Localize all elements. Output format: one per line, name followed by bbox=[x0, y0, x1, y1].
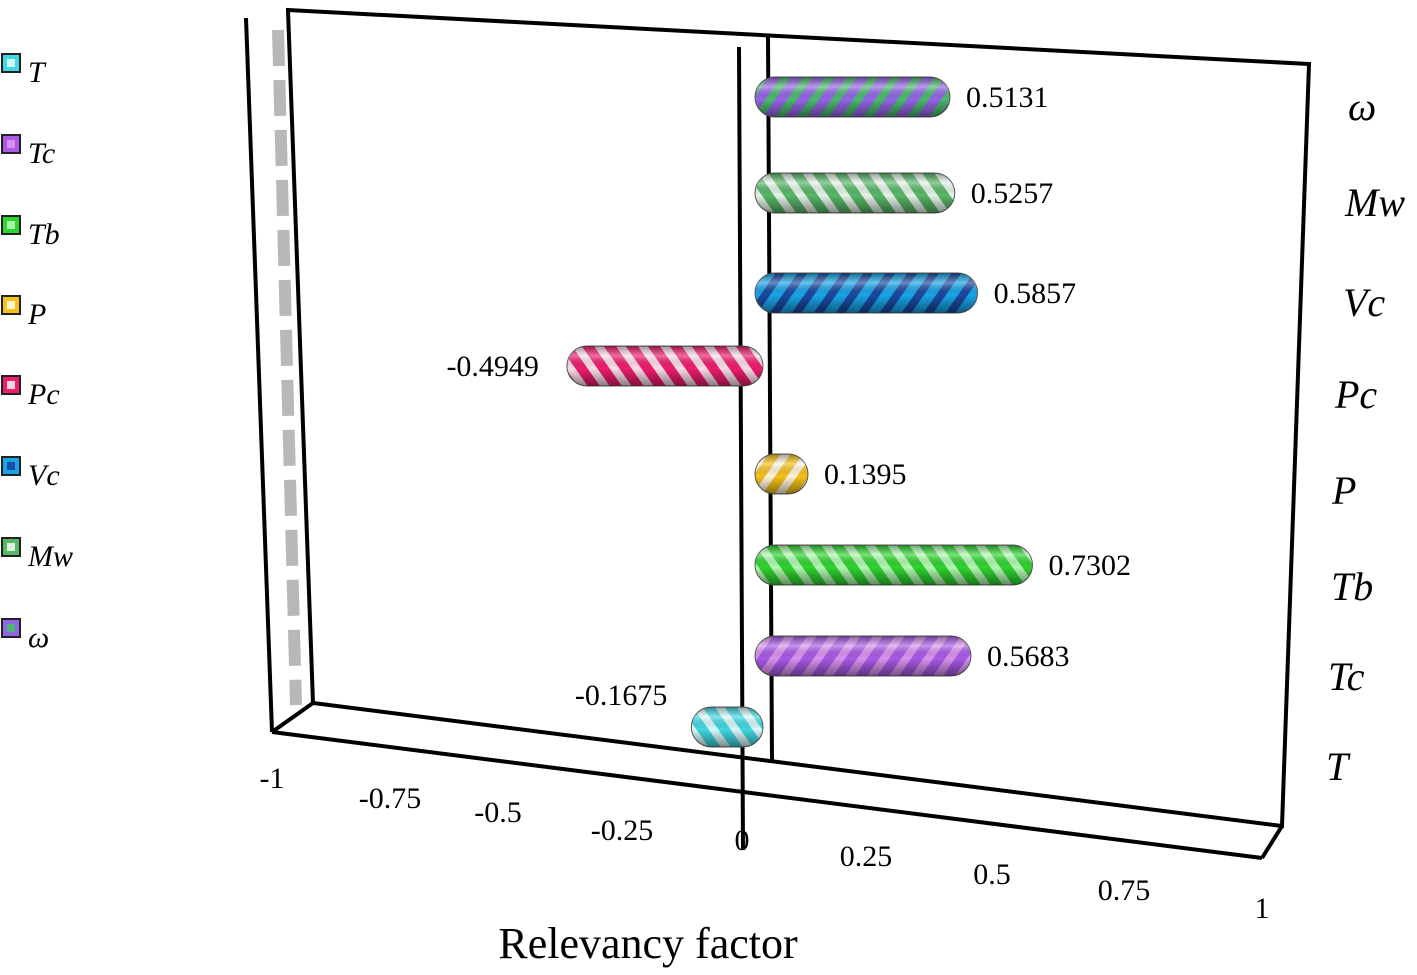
x-tick-label: -0.5 bbox=[474, 796, 522, 829]
x-tick-label: -1 bbox=[260, 762, 285, 795]
category-label-omega: ω bbox=[1348, 84, 1376, 129]
category-label-t: T bbox=[1326, 744, 1351, 789]
legend-item-tc: Tc bbox=[1, 134, 55, 170]
category-labels: T Tc Tb P Pc Vc Mw ω bbox=[1326, 84, 1405, 789]
legend-item-t: T bbox=[1, 53, 47, 89]
category-label-p: P bbox=[1331, 468, 1356, 513]
left-wall-shadow bbox=[272, 29, 302, 706]
legend-label-vc: Vc bbox=[28, 459, 60, 492]
x-tick-labels: -1 -0.75 -0.5 -0.25 0 0.25 0.5 0.75 1 bbox=[260, 762, 1270, 925]
bar-tc bbox=[754, 635, 972, 677]
legend-label-tb: Tb bbox=[28, 218, 60, 251]
value-label-tb: 0.7302 bbox=[1048, 549, 1131, 582]
chart-frame bbox=[244, 7, 1312, 860]
category-label-tc: Tc bbox=[1328, 654, 1365, 699]
value-label-mw: 0.5257 bbox=[971, 177, 1054, 210]
legend-item-omega: ω bbox=[1, 618, 49, 654]
x-tick-label: 0.25 bbox=[840, 840, 893, 873]
x-tick-label: 1 bbox=[1255, 892, 1270, 925]
category-label-tb: Tb bbox=[1331, 564, 1373, 609]
left-wall-edge bbox=[244, 17, 274, 733]
legend-label-t: T bbox=[28, 56, 47, 89]
legend-item-mw: Mw bbox=[1, 537, 73, 573]
x-tick-label: -0.75 bbox=[359, 782, 422, 815]
value-label-p: 0.1395 bbox=[824, 458, 907, 491]
floor-front-edge bbox=[271, 730, 1263, 860]
back-wall bbox=[285, 7, 1312, 829]
x-tick-label: 0 bbox=[735, 824, 750, 857]
legend-item-vc: Vc bbox=[1, 456, 60, 492]
bar-omega bbox=[754, 76, 951, 118]
category-label-vc: Vc bbox=[1343, 280, 1385, 325]
legend-item-p: P bbox=[1, 295, 46, 331]
bar-tb bbox=[754, 544, 1033, 586]
legend-item-pc: Pc bbox=[1, 375, 60, 411]
legend: T Tc Tb P Pc Vc Mw ω bbox=[1, 53, 73, 654]
value-label-pc: -0.4949 bbox=[446, 350, 539, 383]
x-axis-title: Relevancy factor bbox=[498, 919, 798, 968]
x-tick-label: 0.5 bbox=[973, 858, 1011, 891]
bar-pc bbox=[566, 345, 764, 387]
bar-vc bbox=[754, 272, 979, 314]
legend-label-mw: Mw bbox=[27, 540, 73, 573]
bar-t bbox=[690, 706, 764, 748]
value-label-omega: 0.5131 bbox=[966, 81, 1049, 114]
category-label-pc: Pc bbox=[1334, 372, 1377, 417]
bar-mw bbox=[754, 172, 956, 214]
value-label-t: -0.1675 bbox=[575, 679, 668, 712]
legend-label-omega: ω bbox=[28, 621, 49, 654]
floor-right-edge bbox=[1260, 824, 1284, 860]
x-tick-label: -0.25 bbox=[591, 814, 654, 847]
legend-label-pc: Pc bbox=[27, 378, 60, 411]
x-tick-label: 0.75 bbox=[1098, 874, 1151, 907]
bars bbox=[566, 76, 1033, 748]
value-label-vc: 0.5857 bbox=[994, 277, 1076, 310]
category-label-mw: Mw bbox=[1344, 180, 1405, 225]
legend-item-tb: Tb bbox=[1, 215, 60, 251]
legend-label-tc: Tc bbox=[28, 137, 55, 170]
legend-label-p: P bbox=[27, 298, 46, 331]
bar-p bbox=[754, 453, 809, 495]
value-labels: -0.1675 0.5683 0.7302 0.1395 -0.4949 0.5857 0.… bbox=[446, 81, 1131, 712]
floor-left-edge bbox=[270, 701, 315, 734]
value-label-tc: 0.5683 bbox=[987, 640, 1070, 673]
